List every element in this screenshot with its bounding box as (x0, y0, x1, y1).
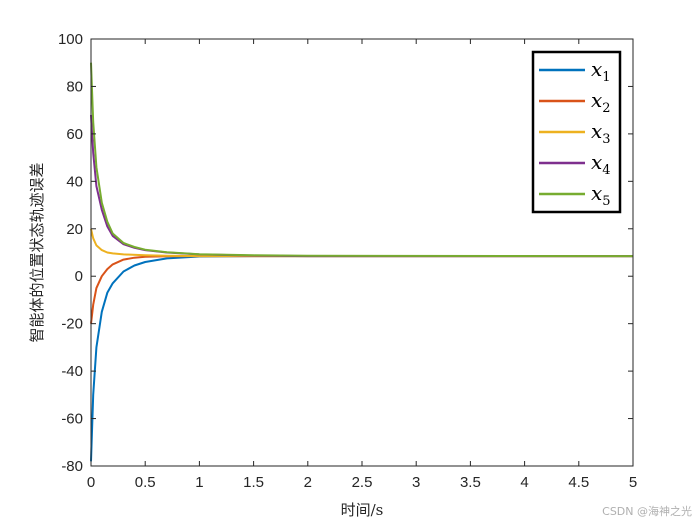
y-tick-label: 80 (66, 78, 83, 95)
ticks: 0 0.5 1 1.5 2 2.5 3 3.5 4 4.5 5 -80 -60 -40 -20 0 20 40 60… (58, 31, 637, 491)
y-tick-label: -80 (61, 458, 83, 475)
x-tick-label: 3 (412, 474, 420, 491)
series-line-5 (90, 62, 634, 258)
x-tick-label: 0 (87, 474, 95, 491)
x-axis-label: 时间/s (341, 501, 384, 519)
y-tick-label: -60 (61, 411, 83, 428)
series-layer (90, 62, 634, 462)
x-tick-label: 2.5 (352, 474, 373, 491)
y-tick-label: 60 (66, 126, 83, 143)
watermark: CSDN @海神之光 (602, 505, 692, 518)
y-tick-label: 20 (66, 221, 83, 238)
x-tick-label: 1 (195, 474, 203, 491)
x-tick-label: 3.5 (460, 474, 481, 491)
x-tick-label: 4 (520, 474, 528, 491)
y-tick-label: 0 (75, 268, 83, 285)
y-tick-label: -20 (61, 316, 83, 333)
y-tick-label: 40 (66, 173, 83, 190)
y-axis-label: 智能体的位置状态轨迹误差 (28, 162, 46, 342)
y-tick-label: 100 (58, 31, 83, 48)
x-tick-label: 5 (629, 474, 637, 491)
x-tick-label: 4.5 (568, 474, 589, 491)
x-tick-label: 0.5 (135, 474, 156, 491)
y-tick-label: -40 (61, 363, 83, 380)
x-tick-label: 2 (304, 474, 312, 491)
x-tick-label: 1.5 (243, 474, 264, 491)
